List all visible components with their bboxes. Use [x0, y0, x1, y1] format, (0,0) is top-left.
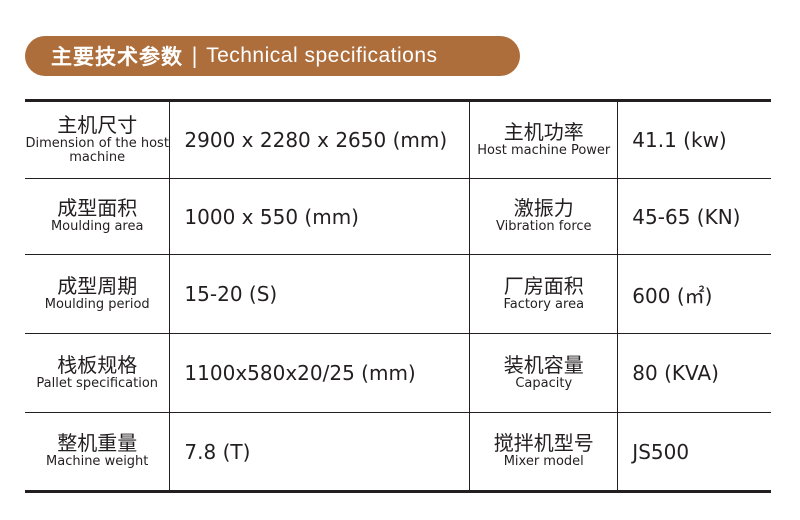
- spec-label: 整机重量 Machine weight: [25, 412, 171, 492]
- spec-label: 装机容量 Capacity: [469, 333, 619, 413]
- spec-label: 栈板规格 Pallet specification: [25, 333, 171, 413]
- spec-label: 主机功率 Host machine Power: [469, 100, 619, 179]
- label-en: Capacity: [515, 375, 573, 391]
- table-row: 整机重量 Machine weight 7.8 (T) 搅拌机型号 Mixer mo…: [25, 412, 771, 492]
- label-zh: 栈板规格: [57, 352, 138, 377]
- spec-value: 7.8 (T): [169, 412, 471, 492]
- spec-label: 厂房面积 Factory area: [469, 254, 619, 334]
- label-en: Mixer model: [503, 454, 584, 470]
- table-row: 主机尺寸 Dimension of the host machine 2900 x…: [25, 100, 771, 179]
- spec-value: 1100x580x20/25 (mm): [169, 333, 471, 413]
- label-en: Machine weight: [46, 454, 149, 470]
- label-zh: 激振力: [513, 196, 574, 221]
- label-zh: 主机尺寸: [57, 112, 138, 137]
- spec-value: 600 (㎡): [617, 254, 771, 334]
- label-en: Moulding area: [50, 219, 144, 235]
- label-en: Host machine Power: [477, 142, 611, 158]
- spec-value: 41.1 (kw): [617, 100, 771, 179]
- label-en: Vibration force: [495, 219, 592, 235]
- spec-value: JS500: [617, 412, 771, 492]
- header-title-en: Technical specifications: [206, 44, 438, 67]
- label-en: Moulding period: [44, 296, 150, 312]
- label-zh: 装机容量: [503, 352, 584, 377]
- spec-label: 成型周期 Moulding period: [25, 254, 171, 334]
- spec-table: 主机尺寸 Dimension of the host machine 2900 x…: [25, 99, 771, 493]
- spec-label: 成型面积 Moulding area: [25, 178, 171, 255]
- table-row: 栈板规格 Pallet specification 1100x580x20/25 …: [25, 333, 771, 413]
- label-zh: 搅拌机型号: [493, 431, 594, 456]
- spec-value: 1000 x 550 (mm): [169, 178, 471, 255]
- label-zh: 成型周期: [57, 273, 138, 298]
- spec-label: 激振力 Vibration force: [469, 178, 619, 255]
- label-zh: 主机功率: [503, 119, 584, 144]
- spec-label: 主机尺寸 Dimension of the host machine: [25, 100, 171, 179]
- spec-value: 80 (KVA): [617, 333, 771, 413]
- spec-value: 45-65 (KN): [617, 178, 771, 255]
- label-zh: 厂房面积: [503, 273, 584, 298]
- spec-value: 15-20 (S): [169, 254, 471, 334]
- table-row: 成型周期 Moulding period 15-20 (S) 厂房面积 Factor…: [25, 254, 771, 334]
- spec-label: 搅拌机型号 Mixer model: [469, 412, 619, 492]
- header-separator: |: [191, 44, 199, 68]
- spec-value: 2900 x 2280 x 2650 (mm): [169, 100, 471, 179]
- label-en: Dimension of the host machine: [25, 135, 169, 165]
- header-title-zh: 主要技术参数: [51, 45, 183, 69]
- section-header: 主要技术参数 | Technical specifications: [25, 36, 520, 76]
- label-zh: 成型面积: [57, 196, 138, 221]
- label-en: Factory area: [503, 296, 585, 312]
- label-en: Pallet specification: [36, 375, 159, 391]
- table-row: 成型面积 Moulding area 1000 x 550 (mm) 激振力 Vib…: [25, 178, 771, 255]
- label-zh: 整机重量: [57, 431, 138, 456]
